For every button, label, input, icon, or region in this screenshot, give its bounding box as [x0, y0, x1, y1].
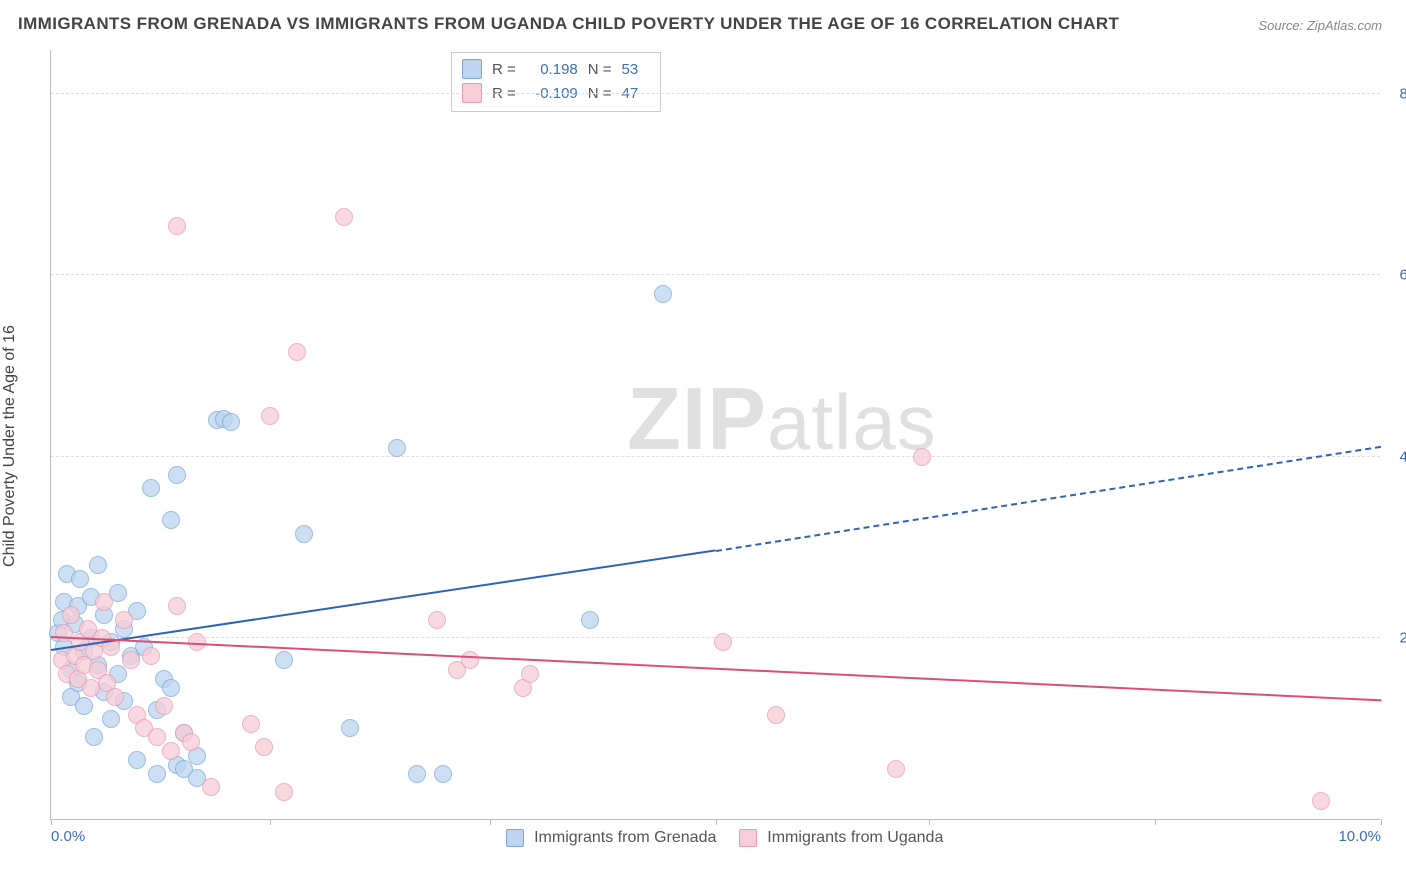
point-grenada [128, 751, 146, 769]
point-uganda [115, 611, 133, 629]
x-tick-mark [270, 819, 271, 825]
point-grenada [71, 570, 89, 588]
point-grenada [341, 719, 359, 737]
point-grenada [75, 697, 93, 715]
point-uganda [155, 697, 173, 715]
point-uganda [1312, 792, 1330, 810]
point-uganda [461, 651, 479, 669]
swatch-grenada [462, 59, 482, 79]
y-tick-label: 40.0% [1387, 448, 1406, 465]
point-uganda [182, 733, 200, 751]
point-uganda [122, 651, 140, 669]
legend-label-grenada: Immigrants from Grenada [534, 829, 716, 846]
bottom-legend: Immigrants from Grenada Immigrants from … [51, 829, 1380, 847]
point-uganda [255, 738, 273, 756]
point-grenada [295, 525, 313, 543]
point-uganda [142, 647, 160, 665]
x-tick-mark [1155, 819, 1156, 825]
point-uganda [428, 611, 446, 629]
point-uganda [335, 208, 353, 226]
swatch-grenada [506, 829, 524, 847]
y-tick-label: 20.0% [1387, 629, 1406, 646]
gridline [51, 274, 1380, 275]
correlation-row-grenada: R = 0.198 N = 53 [462, 57, 650, 81]
chart-title: IMMIGRANTS FROM GRENADA VS IMMIGRANTS FR… [18, 14, 1119, 34]
source-label: Source: ZipAtlas.com [1258, 18, 1382, 33]
point-grenada [654, 285, 672, 303]
point-grenada [85, 728, 103, 746]
point-uganda [275, 783, 293, 801]
y-axis-label: Child Poverty Under the Age of 16 [1, 325, 19, 567]
point-uganda [162, 742, 180, 760]
point-grenada [148, 765, 166, 783]
point-uganda [62, 606, 80, 624]
r-label: R = [492, 61, 516, 78]
gridline [51, 93, 1380, 94]
y-tick-label: 80.0% [1387, 86, 1406, 103]
point-uganda [95, 593, 113, 611]
point-grenada [388, 439, 406, 457]
point-uganda [913, 448, 931, 466]
n-label: N = [588, 61, 612, 78]
point-uganda [714, 633, 732, 651]
point-uganda [168, 597, 186, 615]
point-grenada [275, 651, 293, 669]
x-tick-mark [490, 819, 491, 825]
watermark-light: atlas [767, 378, 937, 466]
point-grenada [168, 466, 186, 484]
point-uganda [106, 688, 124, 706]
x-tick-mark [1381, 819, 1382, 825]
y-tick-label: 60.0% [1387, 267, 1406, 284]
correlation-legend: R = 0.198 N = 53 R = -0.109 N = 47 [451, 52, 661, 112]
point-grenada [89, 556, 107, 574]
point-grenada [142, 479, 160, 497]
point-grenada [162, 679, 180, 697]
x-tick-mark [51, 819, 52, 825]
point-uganda [168, 217, 186, 235]
point-uganda [521, 665, 539, 683]
point-grenada [102, 710, 120, 728]
point-grenada [408, 765, 426, 783]
n-value-grenada: 53 [622, 61, 650, 78]
point-grenada [434, 765, 452, 783]
point-uganda [242, 715, 260, 733]
scatter-plot: ZIPatlas R = 0.198 N = 53 R = -0.109 N =… [50, 50, 1380, 820]
point-uganda [767, 706, 785, 724]
point-grenada [162, 511, 180, 529]
gridline [51, 456, 1380, 457]
point-uganda [887, 760, 905, 778]
legend-label-uganda: Immigrants from Uganda [767, 829, 943, 846]
x-tick-label: 10.0% [1338, 828, 1381, 845]
watermark-bold: ZIP [627, 369, 767, 468]
point-uganda [202, 778, 220, 796]
x-tick-mark [716, 819, 717, 825]
r-value-grenada: 0.198 [526, 61, 578, 78]
trendline-grenada-dashed [716, 446, 1381, 552]
point-uganda [288, 343, 306, 361]
swatch-uganda [739, 829, 757, 847]
point-grenada [222, 413, 240, 431]
x-tick-mark [929, 819, 930, 825]
x-tick-label: 0.0% [51, 828, 85, 845]
point-grenada [581, 611, 599, 629]
point-uganda [261, 407, 279, 425]
